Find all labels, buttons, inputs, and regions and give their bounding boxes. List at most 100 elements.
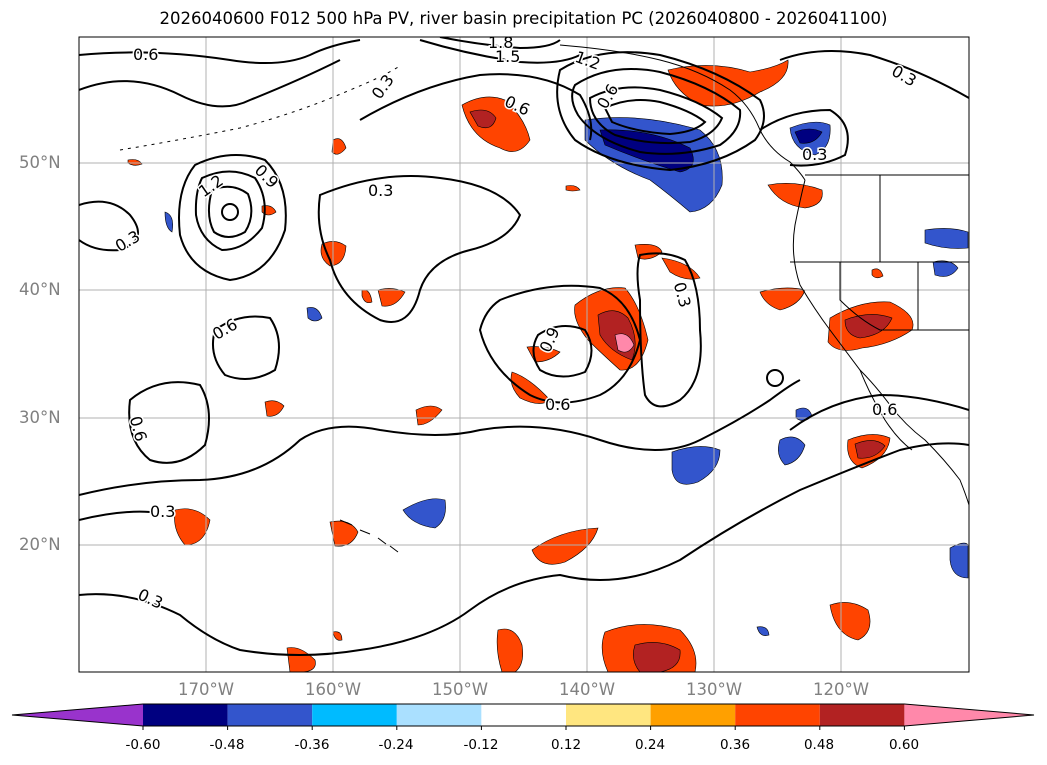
- lat-label-20n: 20°N: [19, 535, 61, 554]
- pv-contour-small-loop: [766, 369, 784, 387]
- neg-area-subtrop-1: [671, 446, 721, 485]
- precip-anomaly-shading: [127, 59, 969, 672]
- contour-label: 0.3: [368, 181, 393, 200]
- pv-contour-0.6-east: [789, 393, 969, 431]
- neg-area-subtrop-2: [402, 498, 446, 529]
- pv-contour-0.3-east: [636, 252, 702, 408]
- lon-label-140w: 140°W: [558, 680, 616, 699]
- pos-area-bc-coast: [767, 183, 823, 209]
- pos-area-central-peak: [614, 333, 635, 353]
- contour-label: 0.6: [133, 45, 158, 64]
- lat-label-40n: 40°N: [19, 280, 61, 299]
- pos-area-sub-6: [829, 602, 871, 641]
- neg-area-east-1: [924, 228, 969, 249]
- colorbar-tick-label: -0.48: [209, 737, 245, 753]
- lon-label-130w: 130°W: [685, 680, 743, 699]
- pv-contour-north-0.6: [359, 73, 593, 141]
- neg-area-gulf-alaska-core: [599, 129, 694, 173]
- pv-contour-gulf-outer: [556, 51, 765, 172]
- pos-area-mid-3: [661, 257, 701, 280]
- colorbar-tick-label: -0.60: [125, 737, 161, 753]
- pos-area-north-pacific-core: [469, 109, 497, 129]
- contour-label: 1.8: [488, 33, 513, 52]
- pos-area-small-6: [871, 268, 884, 279]
- pos-area-sub-1: [531, 527, 599, 565]
- pos-area-mid-4: [759, 287, 806, 311]
- pv-contour-0.3-ne: [779, 50, 969, 99]
- neg-area-se-corner: [949, 542, 969, 579]
- pos-area-sub-2: [329, 520, 359, 547]
- colorbar-tick-label: 0.60: [888, 737, 920, 753]
- colorbar-tick-label: -0.24: [378, 737, 414, 753]
- colorbar-tick-label: -0.36: [294, 737, 330, 753]
- pv-contour-north-1.5: [419, 39, 581, 64]
- contour-label: 0.3: [802, 145, 827, 164]
- pos-area-small-7: [332, 631, 343, 641]
- pos-area-baja-core: [854, 440, 886, 459]
- lat-label-30n: 30°N: [19, 408, 61, 427]
- pv-contour-ring-1.2-outer: [178, 154, 287, 282]
- neg-area-ca-small: [778, 436, 806, 466]
- pos-area-small-4: [565, 185, 581, 192]
- baja-peninsula: [859, 369, 913, 451]
- pv-contour-0.6-north: [79, 39, 361, 65]
- pv-contour-0.3-sw: [79, 510, 151, 521]
- colorbar-tick-label: 0.12: [550, 737, 582, 753]
- neg-area-small-1: [306, 307, 323, 322]
- coastlines: [119, 44, 969, 553]
- state-border-3: [839, 262, 918, 331]
- graticule: [79, 37, 969, 672]
- pos-area-mid-6: [264, 400, 285, 417]
- pos-area-ca-core: [844, 314, 893, 339]
- pos-area-west-2: [377, 288, 406, 307]
- pos-area-small-2: [127, 159, 143, 166]
- pos-area-sub-3: [174, 508, 211, 546]
- pv-contour-0.3-northwest: [79, 59, 341, 108]
- pv-contour-north-1.8: [439, 37, 561, 50]
- pv-contour-ring-1.2: [208, 185, 253, 238]
- hawaii-islands: [339, 519, 399, 553]
- pv-contours: [79, 37, 969, 656]
- pos-area-sub-5: [496, 628, 523, 672]
- pv-contour-gulf-1.2: [571, 67, 742, 155]
- contour-label: 0.6: [545, 395, 570, 414]
- contour-label: 0.6: [872, 400, 897, 419]
- pv-contour-ring-0.9: [194, 170, 266, 252]
- pv-contour-0.6-sw-loop: [128, 381, 210, 464]
- colorbar-tick-label: -0.12: [463, 737, 499, 753]
- colorbar-tick-label: 0.48: [803, 737, 835, 753]
- pos-area-small-1: [331, 138, 347, 155]
- lon-label-170w: 170°W: [177, 680, 235, 699]
- neg-area-small-3: [756, 626, 770, 636]
- pv-contour-0.3-mid: [79, 379, 801, 496]
- contour-label: 1.5: [495, 47, 520, 66]
- lon-label-150w: 150°W: [431, 680, 489, 699]
- pv-contour-0.3-bc: [759, 108, 849, 167]
- pv-contour-ring-inner: [221, 203, 239, 221]
- neg-area-small-2: [164, 211, 173, 233]
- pv-contour-0.3-south: [79, 442, 969, 656]
- map-frame: [78, 36, 970, 673]
- pos-area-west-3: [510, 371, 551, 404]
- aleutian-chain: [119, 65, 401, 151]
- neg-area-east-2: [932, 260, 959, 277]
- pv-contour-0.6-central-loop: [478, 284, 642, 404]
- pos-area-sub-4-core: [633, 642, 681, 672]
- pv-contour-gulf-1.8: [603, 99, 707, 136]
- lon-label-160w: 160°W: [304, 680, 362, 699]
- colorbar-tick-label: 0.24: [634, 737, 666, 753]
- pv-contour-gulf-1.5: [588, 86, 724, 145]
- pv-contour-0.3-central: [317, 175, 522, 323]
- pos-area-mid-5: [415, 405, 443, 426]
- lat-label-50n: 50°N: [19, 153, 61, 172]
- pv-contour-0.3-west: [79, 200, 139, 252]
- colorbar-tick-label: 0.36: [719, 737, 751, 753]
- pv-contour-0.9-central: [532, 325, 593, 378]
- pv-contour-0.6-west-loop: [212, 315, 280, 380]
- chart-title: 2026040600 F012 500 hPa PV, river basin …: [159, 9, 888, 28]
- contour-label: 0.3: [150, 502, 175, 521]
- alaska-coast: [559, 44, 806, 181]
- neg-area-bc-core: [794, 128, 823, 144]
- lon-label-120w: 120°W: [812, 680, 870, 699]
